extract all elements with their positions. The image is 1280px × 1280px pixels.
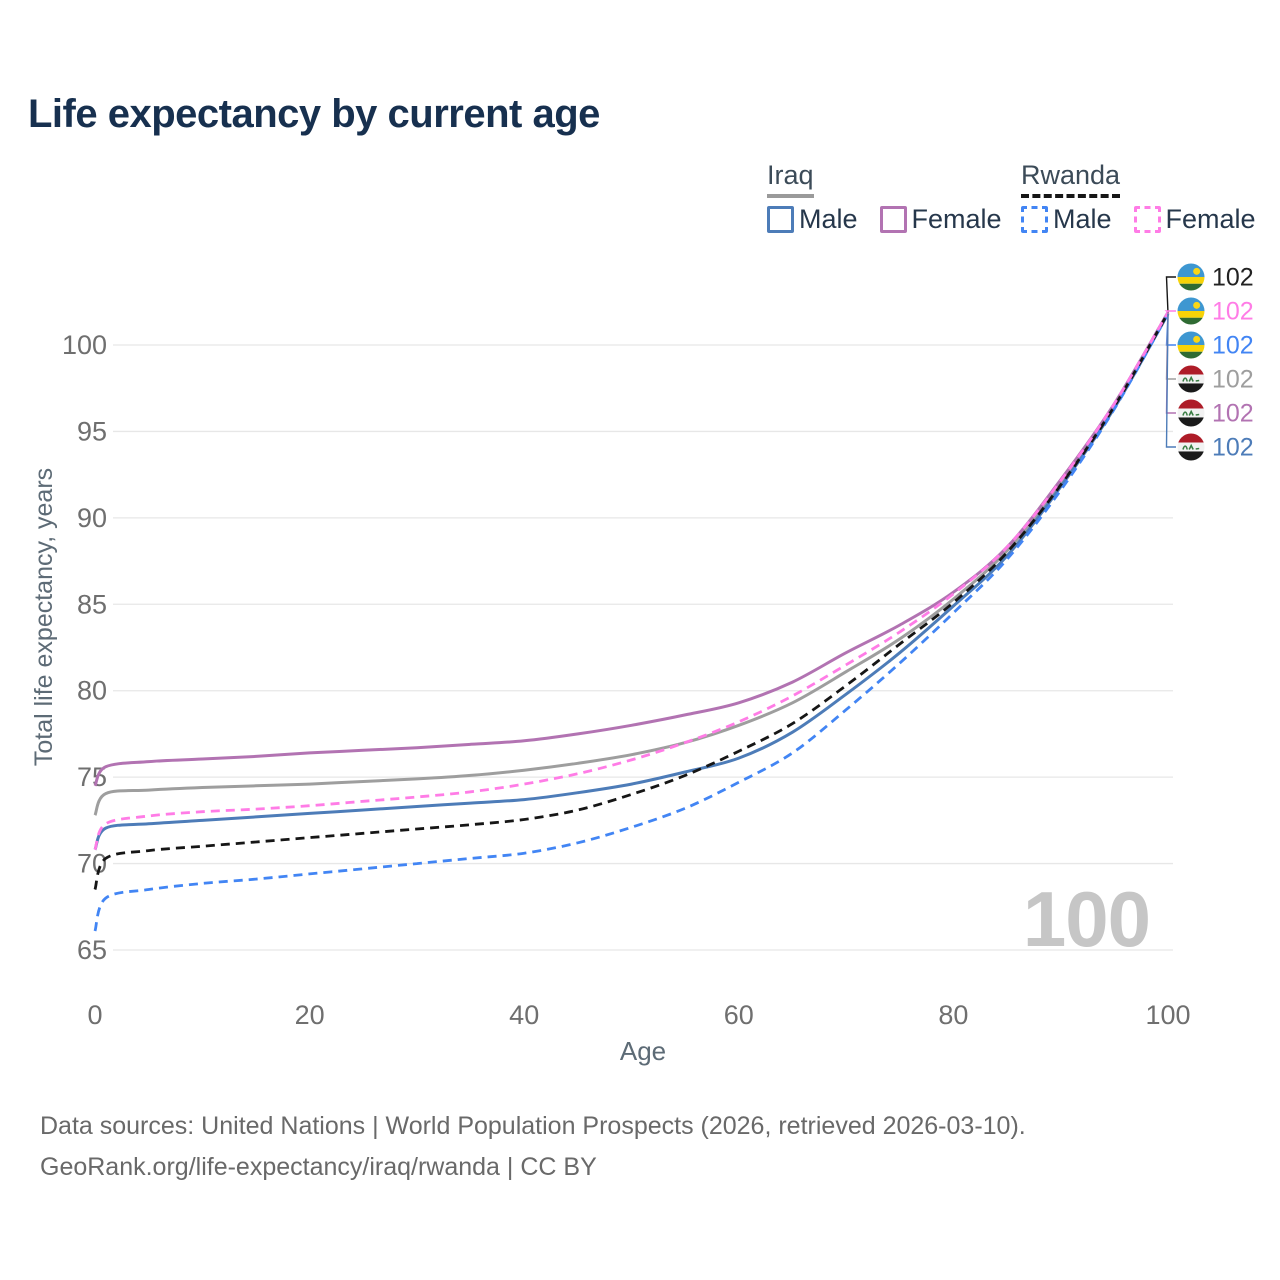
series-line-iraq[interactable] [93, 312, 1170, 816]
series-line-rwanda-male[interactable] [93, 313, 1170, 932]
rwanda-flag-icon [1177, 331, 1205, 359]
rwanda-male-swatch-icon [1021, 206, 1048, 233]
iraq-flag-icon [1177, 365, 1205, 393]
x-tick-label: 60 [724, 1000, 754, 1030]
end-value-label: 102 [1212, 366, 1254, 394]
rwanda-flag-icon [1177, 297, 1205, 325]
iraq-flag-icon [1177, 433, 1205, 461]
legend-item-rwanda-male[interactable]: Male [1021, 204, 1112, 235]
y-tick-label: 85 [77, 589, 107, 619]
legend-item-rwanda-female[interactable]: Female [1133, 204, 1256, 235]
end-value-label: 102 [1212, 400, 1254, 428]
x-tick-label: 0 [87, 1000, 102, 1030]
y-tick-label: 95 [77, 416, 107, 446]
end-label-connector [1164, 310, 1176, 313]
legend-item-label: Female [1165, 204, 1256, 234]
y-tick-label: 100 [62, 330, 107, 360]
y-tick-label: 90 [77, 503, 107, 533]
footer-attribution: GeoRank.org/life-expectancy/iraq/rwanda … [40, 1153, 597, 1181]
iraq-female-swatch-icon [879, 206, 907, 233]
x-tick-label: 80 [938, 1000, 968, 1030]
end-label-connector [1165, 276, 1176, 314]
end-value-label: 102 [1212, 298, 1254, 326]
legend-item-label: Male [1053, 204, 1112, 234]
rwanda-flag-icon [1177, 263, 1205, 291]
end-value-label: 102 [1212, 264, 1254, 292]
legend-group-rwanda[interactable]: Rwanda [1021, 160, 1121, 198]
y-axis-title: Total life expectancy, years [30, 468, 58, 766]
legend-row-iraq: Male Female [767, 204, 1002, 235]
iraq-male-swatch-icon [767, 206, 794, 233]
legend-item-iraq-male[interactable]: Male [767, 204, 858, 235]
rwanda-female-swatch-icon [1133, 206, 1161, 233]
y-tick-label: 65 [77, 935, 107, 965]
y-tick-label: 80 [77, 676, 107, 706]
legend-item-iraq-female[interactable]: Female [879, 204, 1002, 235]
series-line-iraq-male[interactable] [93, 313, 1170, 851]
x-tick-label: 20 [295, 1000, 325, 1030]
page-title: Life expectancy by current age [28, 92, 600, 136]
legend-group-iraq[interactable]: Iraq [767, 160, 814, 198]
y-tick-label: 70 [77, 849, 107, 879]
y-tick-label: 75 [77, 762, 107, 792]
x-tick-label: 100 [1145, 1000, 1190, 1030]
x-tick-label: 40 [509, 1000, 539, 1030]
legend-item-label: Male [799, 204, 858, 234]
legend-item-label: Female [911, 204, 1002, 234]
footer: Data sources: United Nations | World Pop… [40, 1106, 1026, 1188]
series-line-rwanda-female[interactable] [93, 311, 1170, 851]
legend-row-rwanda: Male Female [1021, 204, 1256, 235]
age-counter-watermark: 100 [1022, 875, 1151, 963]
end-value-label: 102 [1212, 434, 1254, 462]
x-axis-title: Age [620, 1036, 666, 1066]
end-label-connector [1165, 313, 1176, 448]
series-line-rwanda[interactable] [93, 312, 1170, 890]
end-value-label: 102 [1212, 332, 1254, 360]
footer-data-sources: Data sources: United Nations | World Pop… [40, 1112, 1026, 1140]
iraq-flag-icon [1177, 399, 1205, 427]
